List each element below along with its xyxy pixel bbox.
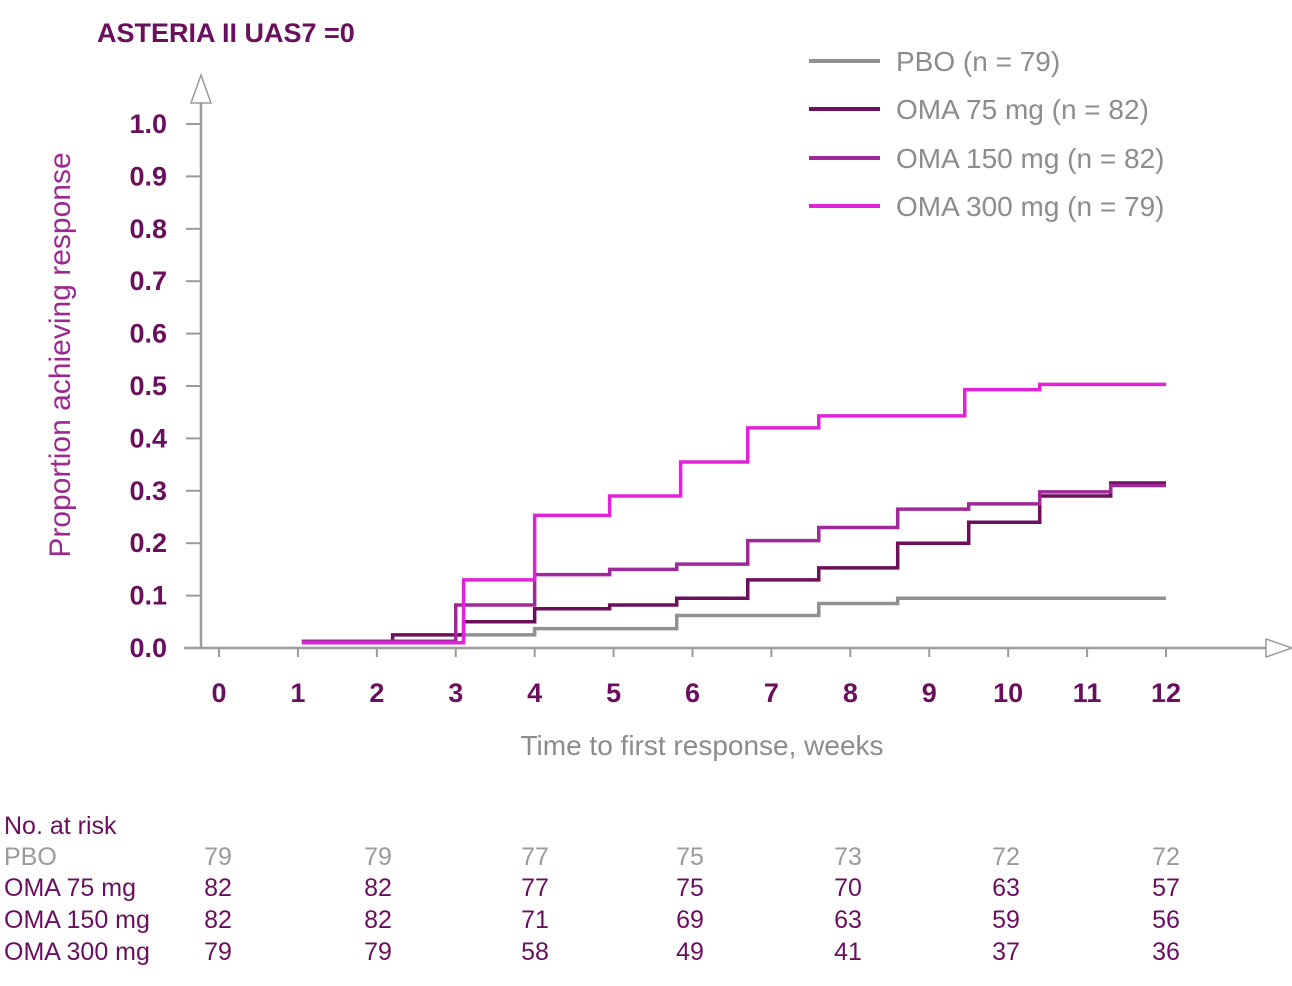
x-tick-label: 3 — [448, 678, 463, 708]
risk-cell: 63 — [992, 874, 1020, 902]
y-tick-label: 0.7 — [129, 266, 167, 296]
series-line-oma75 — [301, 481, 1166, 643]
series-line-oma300 — [301, 382, 1166, 645]
x-tick-label: 11 — [1073, 678, 1102, 708]
risk-cell: 79 — [204, 938, 232, 966]
x-axis-arrow-icon — [1265, 637, 1292, 659]
legend-label-oma300: OMA 300 mg (n = 79) — [896, 191, 1164, 222]
risk-cell: 82 — [364, 906, 392, 934]
y-tick-label: 0.1 — [129, 581, 167, 611]
y-axis-arrow-icon — [189, 72, 213, 104]
legend-label-oma75: OMA 75 mg (n = 82) — [896, 94, 1149, 125]
legend: PBO (n = 79) OMA 75 mg (n = 82) OMA 150 mg… — [809, 46, 1164, 222]
risk-cell: 49 — [676, 938, 704, 966]
y-axis-label: Proportion achieving response — [44, 152, 77, 557]
risk-row-label: OMA 150 mg — [4, 906, 150, 934]
x-tick-label: 9 — [922, 678, 937, 708]
risk-cell: 82 — [204, 906, 232, 934]
risk-cell: 75 — [676, 843, 704, 871]
y-tick-label: 1.0 — [129, 109, 167, 139]
y-tick-label: 0.0 — [129, 633, 167, 663]
risk-cell: 70 — [834, 874, 862, 902]
risk-cell: 77 — [521, 843, 549, 871]
y-tick-label: 0.2 — [129, 528, 167, 558]
risk-cell: 79 — [204, 843, 232, 871]
risk-row-label: OMA 300 mg — [4, 938, 150, 966]
chart-title: ASTERIA II UAS7 =0 — [97, 18, 355, 48]
x-tick-label: 10 — [993, 678, 1023, 708]
risk-cell: 63 — [834, 906, 862, 934]
risk-cell: 37 — [992, 938, 1020, 966]
risk-cell: 79 — [364, 938, 392, 966]
risk-cell: 57 — [1152, 874, 1180, 902]
risk-cell: 41 — [834, 938, 862, 966]
risk-cell: 79 — [364, 843, 392, 871]
risk-cell: 69 — [676, 906, 704, 934]
y-ticks: 0.0 0.1 0.2 0.3 0.4 0.5 0.6 0.7 0.8 0.9 1.0 — [129, 109, 201, 663]
y-tick-label: 0.6 — [129, 319, 167, 349]
y-tick-label: 0.9 — [129, 161, 167, 191]
y-tick-label: 0.5 — [129, 371, 167, 401]
x-tick-label: 0 — [211, 678, 226, 708]
x-tick-label: 6 — [685, 678, 700, 708]
risk-cell: 82 — [364, 874, 392, 902]
risk-cell: 72 — [992, 843, 1020, 871]
x-tick-label: 2 — [369, 678, 384, 708]
risk-cell: 58 — [521, 938, 549, 966]
risk-cell: 59 — [992, 906, 1020, 934]
risk-table: PBO 79 79 77 75 73 72 72 OMA 75 mg 82 82 77 75 70 63 57… — [4, 843, 1180, 966]
legend-label-pbo: PBO (n = 79) — [896, 46, 1060, 77]
risk-row-label: PBO — [4, 843, 57, 871]
survival-curves — [301, 382, 1166, 645]
series-line-oma150 — [301, 483, 1166, 643]
x-tick-label: 12 — [1151, 678, 1181, 708]
y-tick-label: 0.4 — [129, 423, 167, 453]
legend-label-oma150: OMA 150 mg (n = 82) — [896, 143, 1164, 174]
risk-table-header: No. at risk — [4, 812, 117, 840]
y-tick-label: 0.8 — [129, 214, 167, 244]
risk-cell: 73 — [834, 843, 862, 871]
risk-cell: 77 — [521, 874, 549, 902]
x-tick-label: 5 — [606, 678, 621, 708]
risk-cell: 72 — [1152, 843, 1180, 871]
y-tick-label: 0.3 — [129, 476, 167, 506]
risk-cell: 71 — [521, 906, 549, 934]
x-tick-label: 1 — [290, 678, 305, 708]
risk-cell: 56 — [1152, 906, 1180, 934]
x-ticks: 0 1 2 3 4 5 6 7 8 9 10 11 12 — [211, 648, 1181, 708]
risk-row-label: OMA 75 mg — [4, 874, 136, 902]
risk-cell: 36 — [1152, 938, 1180, 966]
x-axis-label: Time to first response, weeks — [520, 730, 883, 761]
risk-cell: 82 — [204, 874, 232, 902]
x-tick-label: 7 — [764, 678, 779, 708]
risk-cell: 75 — [676, 874, 704, 902]
x-tick-label: 4 — [527, 678, 542, 708]
x-tick-label: 8 — [843, 678, 858, 708]
